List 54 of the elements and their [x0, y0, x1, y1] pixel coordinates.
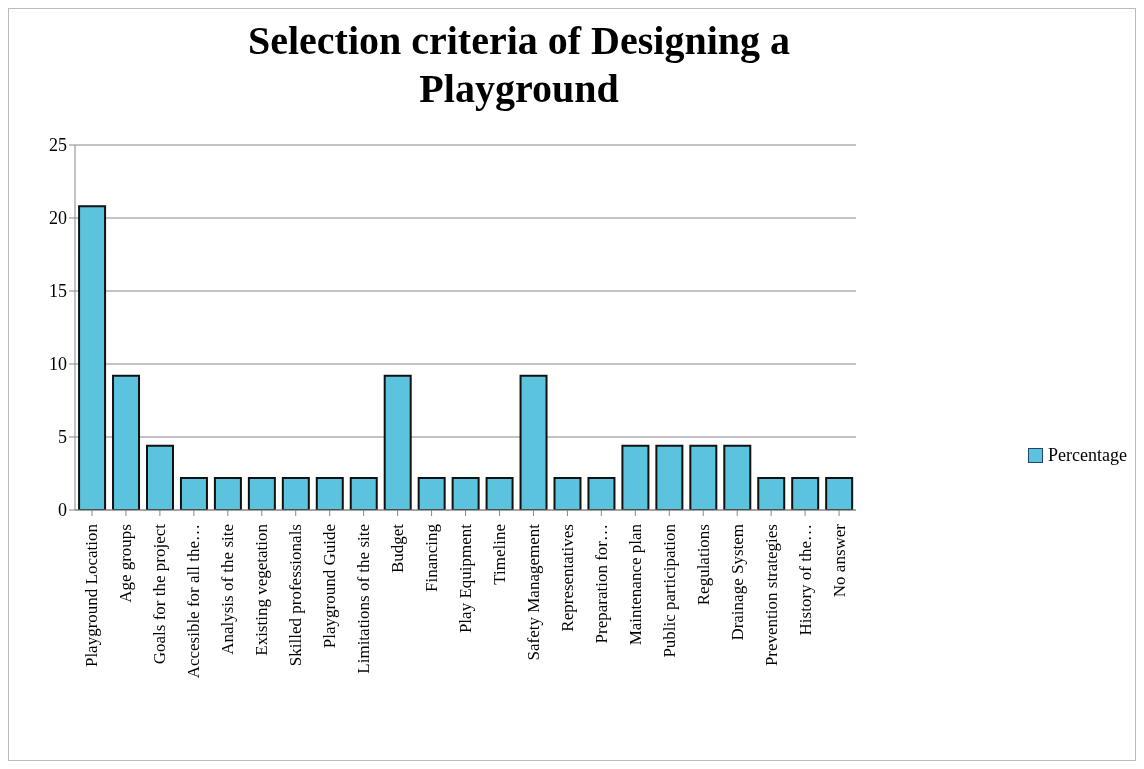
x-tick-label: Financing [422, 523, 442, 592]
y-tick-label: 25 [49, 135, 67, 156]
x-tick-label: Playground Location [82, 523, 102, 668]
x-tick-label: Timeline [489, 524, 509, 585]
x-tick-label: History of the… [795, 524, 815, 636]
bar [553, 476, 582, 510]
x-tick-label: Analysis of the site [218, 524, 238, 655]
bar [112, 374, 141, 510]
y-tick-label: 20 [49, 208, 67, 229]
bar [723, 444, 752, 510]
x-tick-label: Accesible for all the… [184, 524, 204, 679]
bar [145, 444, 174, 510]
x-tick-label: Skilled professionals [286, 524, 306, 667]
x-tick-label: Limitations of the site [354, 524, 374, 674]
x-tick-label: Budget [388, 523, 408, 574]
bar [825, 476, 854, 510]
bar [383, 374, 412, 510]
x-tick-label: Maintenance plan [625, 523, 645, 646]
y-tick-label: 15 [49, 281, 67, 302]
chart-title: Selection criteria of Designing a Playground [246, 17, 792, 113]
bar [281, 476, 310, 510]
bar [179, 476, 208, 510]
x-tick-label: Preparation for… [591, 524, 611, 644]
bar [213, 476, 242, 510]
bar [417, 476, 446, 510]
x-tick-label: Representatives [557, 524, 577, 632]
bar [655, 444, 684, 510]
bar [587, 476, 616, 510]
x-tick-label: Safety Management [523, 523, 543, 661]
bar [621, 444, 650, 510]
x-tick-label: Goals for the project [150, 523, 170, 665]
bar [349, 476, 378, 510]
x-tick-label: Public participation [659, 523, 679, 658]
x-tick-label: Regulations [693, 524, 713, 606]
x-tick-label: Age groups [116, 524, 136, 603]
x-tick-label: Existing vegetation [252, 523, 272, 656]
x-tick-label: Drainage System [727, 524, 747, 641]
x-tick-label: Prevention strategies [761, 524, 781, 667]
x-tick-label: No answer [829, 523, 849, 598]
bar [247, 476, 276, 510]
bar [485, 476, 514, 510]
bar [757, 476, 786, 510]
bar [689, 444, 718, 510]
bar [78, 205, 107, 510]
x-tick-label: Play Equipment [456, 523, 476, 634]
bar [519, 374, 548, 510]
bar [791, 476, 820, 510]
bar [315, 476, 344, 510]
legend-label: Percentage [1047, 445, 1127, 466]
y-tick-label: 10 [49, 354, 67, 375]
x-tick-label: Playground Guide [320, 524, 340, 649]
y-tick-label: 5 [58, 427, 67, 448]
y-tick-label: 0 [58, 500, 67, 521]
bar [451, 476, 480, 510]
